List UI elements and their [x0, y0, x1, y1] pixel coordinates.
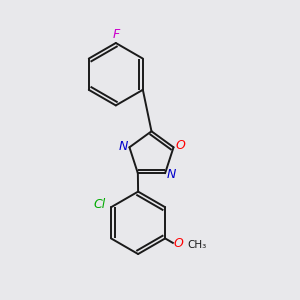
Text: Cl: Cl	[94, 198, 106, 211]
Text: N: N	[118, 140, 128, 153]
Text: O: O	[174, 237, 184, 250]
Text: O: O	[175, 139, 185, 152]
Text: CH₃: CH₃	[187, 240, 206, 250]
Text: N: N	[167, 168, 176, 181]
Text: F: F	[112, 28, 119, 41]
